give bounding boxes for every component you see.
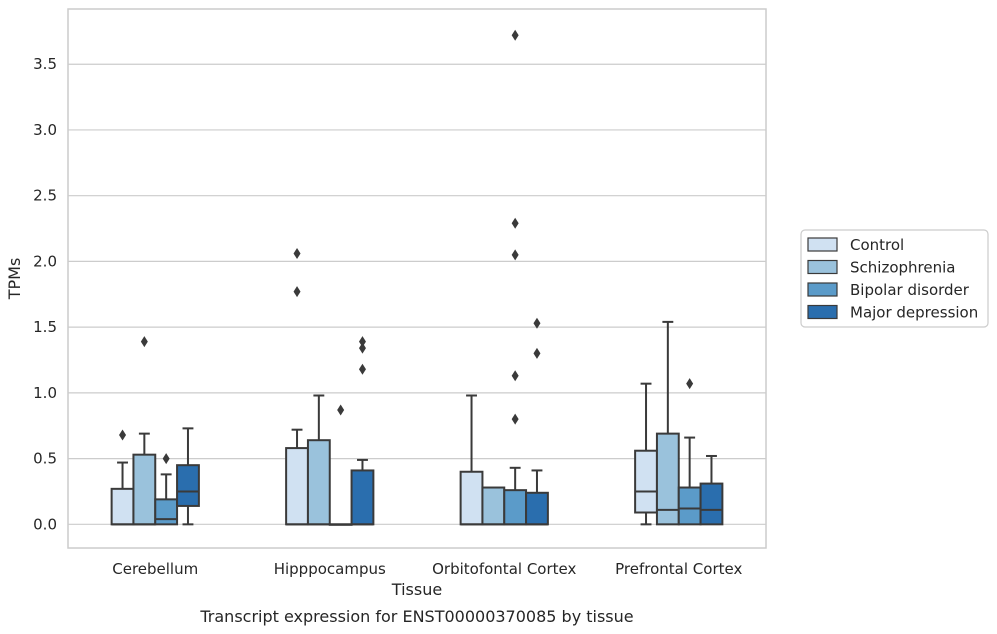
outlier-point: [511, 29, 519, 41]
box: [459, 470, 484, 526]
x-tick-label: Prefrontal Cortex: [615, 560, 742, 578]
x-axis-title: Tissue: [391, 580, 442, 599]
box-group: [306, 394, 331, 526]
outlier-point: [293, 248, 301, 260]
box: [677, 486, 702, 526]
y-axis-title: TPMs: [5, 258, 24, 301]
y-tick-label: 1.5: [33, 318, 57, 336]
box-group: [699, 454, 724, 526]
box: [306, 439, 331, 526]
box-group: [503, 29, 528, 526]
box: [350, 469, 375, 526]
outlier-point: [337, 404, 345, 416]
outlier-point: [358, 336, 366, 348]
chart-caption: Transcript expression for ENST0000037008…: [199, 607, 633, 626]
box: [285, 447, 309, 526]
box-group: [132, 336, 157, 526]
box-group: [350, 336, 375, 526]
y-tick-label: 2.5: [33, 187, 57, 205]
box-group: [154, 453, 179, 526]
box: [634, 449, 658, 514]
outlier-point: [511, 413, 519, 425]
box-group: [525, 317, 549, 526]
box: [503, 489, 528, 526]
box-group: [110, 429, 135, 526]
x-tick-label: Orbitofontal Cortex: [432, 560, 576, 578]
box-group: [677, 378, 702, 526]
y-tick-label: 0.5: [33, 450, 57, 468]
legend-swatch: [807, 304, 838, 320]
outlier-point: [511, 370, 519, 382]
box: [110, 487, 135, 526]
y-tick-label: 3.5: [33, 55, 57, 73]
legend-label: Control: [850, 236, 904, 254]
y-tick-label: 2.0: [33, 252, 57, 270]
y-axis-ticks: 0.0 0.5 1.0 1.5 2.0 2.5 3.0 3.5: [33, 55, 57, 533]
x-tick-label: Cerebellum: [112, 560, 198, 578]
x-axis-ticks: Cerebellum Hipppocampus Orbitofontal Corte…: [112, 560, 742, 578]
box: [525, 491, 549, 526]
box: [655, 432, 680, 526]
outlier-point: [358, 363, 366, 375]
legend-swatch: [807, 282, 838, 297]
legend-swatch: [807, 259, 838, 275]
outlier-point: [293, 286, 301, 298]
outlier-point: [533, 317, 541, 329]
outlier-point: [511, 249, 519, 261]
box: [132, 453, 157, 526]
outlier-point: [686, 378, 694, 390]
outlier-point: [119, 429, 127, 441]
box-groups: [110, 29, 724, 526]
outlier-point: [162, 453, 170, 465]
box: [154, 498, 179, 526]
legend-swatch: [807, 237, 838, 252]
box: [176, 464, 200, 507]
y-tick-label: 3.0: [33, 121, 57, 139]
legend: Control Schizophrenia Bipolar disorder Majo…: [800, 229, 989, 328]
box-group: [285, 248, 309, 526]
legend-label: Major depression: [850, 304, 978, 322]
outlier-point: [533, 347, 541, 359]
plot-area-frame: [67, 8, 767, 549]
box-group: [176, 427, 200, 526]
legend-frame: [800, 229, 989, 328]
legend-label: Bipolar disorder: [850, 281, 970, 299]
outlier-point: [511, 217, 519, 229]
box: [481, 486, 506, 526]
outlier-point: [358, 342, 366, 354]
box-group: [655, 320, 680, 526]
legend-label: Schizophrenia: [850, 259, 955, 277]
box-group: [481, 486, 506, 526]
outlier-point: [140, 336, 148, 348]
y-tick-label: 0.0: [33, 515, 57, 533]
x-tick-label: Hipppocampus: [274, 560, 386, 578]
y-tick-label: 1.0: [33, 384, 57, 402]
box: [699, 482, 724, 526]
